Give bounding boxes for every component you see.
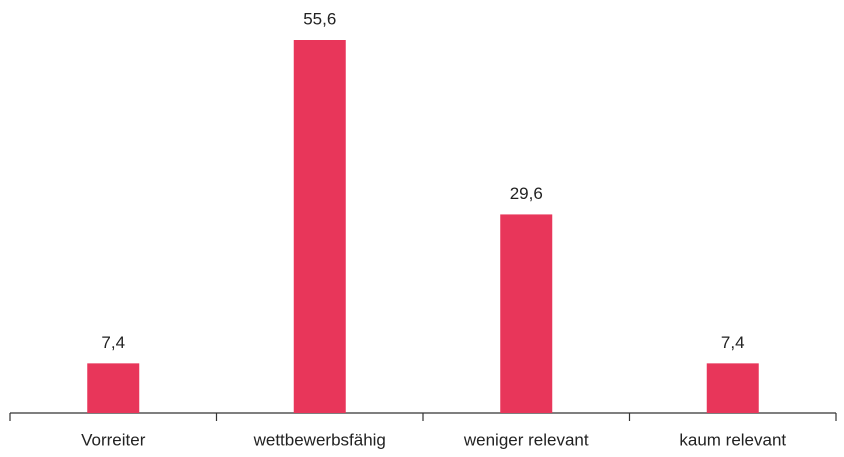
value-label: 29,6 <box>510 184 543 203</box>
x-tick-label: weniger relevant <box>463 430 589 449</box>
x-tick-label: wettbewerbsfähig <box>253 430 386 449</box>
x-tick-label: kaum relevant <box>679 430 786 449</box>
bar <box>87 363 140 413</box>
x-tick-label: Vorreiter <box>81 430 146 449</box>
bar <box>706 363 759 413</box>
bar <box>293 40 346 413</box>
bar <box>500 214 553 413</box>
value-label: 55,6 <box>303 9 336 28</box>
value-label: 7,4 <box>101 333 125 352</box>
value-label: 7,4 <box>721 333 745 352</box>
